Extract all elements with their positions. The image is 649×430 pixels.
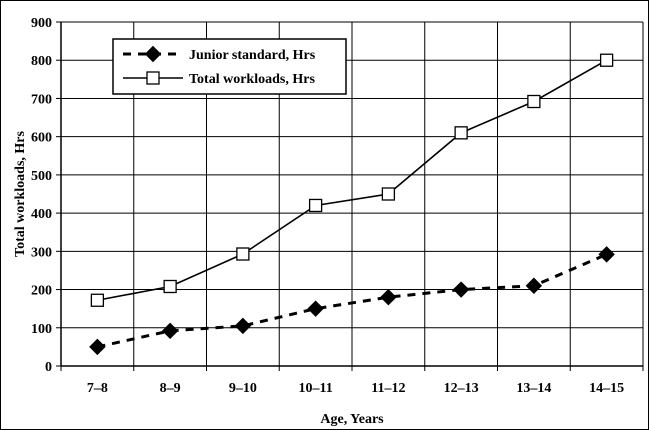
data-point-series-2 <box>236 247 250 261</box>
data-point-series-1 <box>161 322 179 340</box>
data-point-series-1 <box>452 281 470 298</box>
data-point-series-1 <box>598 246 615 263</box>
series-line-1 <box>97 253 608 349</box>
data-point-series-2 <box>163 279 177 294</box>
data-point-series-1 <box>234 317 252 335</box>
y-tick-label: 300 <box>31 245 52 260</box>
data-point-series-2 <box>527 94 541 109</box>
data-point-series-2 <box>90 293 105 307</box>
y-tick-label: 0 <box>45 360 52 375</box>
y-tick-label: 400 <box>31 207 52 222</box>
x-tick-label: 7–8 <box>87 381 108 396</box>
data-point-series-1 <box>89 338 106 356</box>
y-tick-label: 600 <box>31 131 52 146</box>
data-point-series-1 <box>380 288 397 306</box>
x-axis-title: Age, Years <box>320 412 384 427</box>
data-point-series-2 <box>454 126 468 140</box>
y-tick-label: 200 <box>31 284 52 299</box>
x-tick-label: 9–10 <box>229 381 257 396</box>
x-tick-label: 12–13 <box>444 381 479 396</box>
legend-marker-1 <box>144 45 162 63</box>
data-point-series-2 <box>308 198 323 213</box>
y-tick-label: 800 <box>31 54 52 69</box>
legend: Junior standard, Hrs Total workloads, Hrs <box>112 38 347 95</box>
data-point-series-2 <box>381 187 396 201</box>
legend-label-2: Total workloads, Hrs <box>189 72 315 87</box>
y-axis-title: Total workloads, Hrs <box>13 131 28 257</box>
y-tick-label: 700 <box>31 92 52 107</box>
legend-label-1: Junior standard, Hrs <box>189 48 316 63</box>
y-tick-label: 900 <box>31 16 52 31</box>
y-tick-label: 500 <box>31 169 52 184</box>
data-point-series-2 <box>599 53 614 67</box>
x-tick-label: 8–9 <box>160 381 181 396</box>
x-tick-label: 13–14 <box>516 381 551 396</box>
x-tick-label: 11–12 <box>371 381 405 396</box>
y-tick-label: 100 <box>31 322 52 337</box>
legend-marker-2 <box>146 71 160 85</box>
x-tick-label: 14–15 <box>589 381 624 396</box>
data-point-series-1 <box>525 277 543 294</box>
data-point-series-1 <box>307 300 324 317</box>
x-tick-label: 10–11 <box>299 381 333 396</box>
series-line-2 <box>97 59 608 302</box>
